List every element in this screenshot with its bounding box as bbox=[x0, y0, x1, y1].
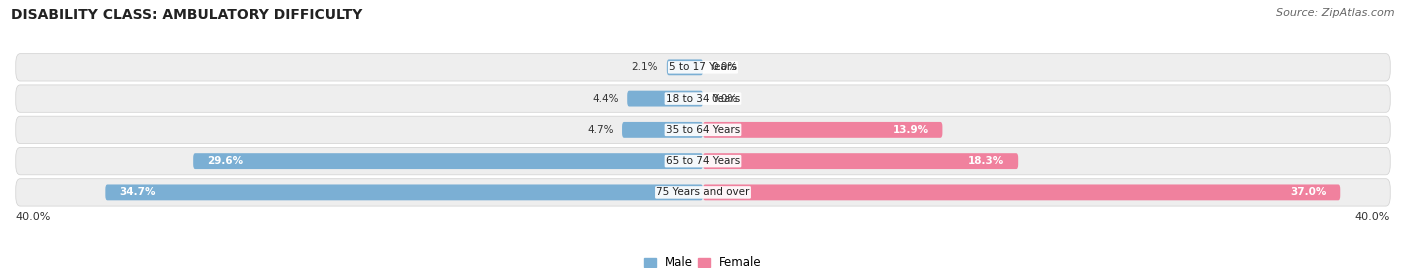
Text: DISABILITY CLASS: AMBULATORY DIFFICULTY: DISABILITY CLASS: AMBULATORY DIFFICULTY bbox=[11, 8, 363, 22]
FancyBboxPatch shape bbox=[703, 122, 942, 138]
FancyBboxPatch shape bbox=[193, 153, 703, 169]
Text: 0.0%: 0.0% bbox=[711, 62, 738, 72]
FancyBboxPatch shape bbox=[15, 116, 1391, 144]
Text: 4.7%: 4.7% bbox=[586, 125, 613, 135]
FancyBboxPatch shape bbox=[703, 153, 1018, 169]
FancyBboxPatch shape bbox=[15, 54, 1391, 81]
Text: 29.6%: 29.6% bbox=[207, 156, 243, 166]
Text: 18.3%: 18.3% bbox=[969, 156, 1004, 166]
FancyBboxPatch shape bbox=[627, 91, 703, 107]
FancyBboxPatch shape bbox=[15, 179, 1391, 206]
FancyBboxPatch shape bbox=[703, 184, 1340, 200]
FancyBboxPatch shape bbox=[15, 147, 1391, 175]
Text: 4.4%: 4.4% bbox=[592, 94, 619, 104]
Text: 18 to 34 Years: 18 to 34 Years bbox=[666, 94, 740, 104]
Text: 40.0%: 40.0% bbox=[15, 212, 51, 222]
Text: 37.0%: 37.0% bbox=[1291, 187, 1326, 198]
FancyBboxPatch shape bbox=[105, 184, 703, 200]
Text: 40.0%: 40.0% bbox=[1355, 212, 1391, 222]
Legend: Male, Female: Male, Female bbox=[640, 251, 766, 268]
FancyBboxPatch shape bbox=[621, 122, 703, 138]
Text: 35 to 64 Years: 35 to 64 Years bbox=[666, 125, 740, 135]
Text: 0.0%: 0.0% bbox=[711, 94, 738, 104]
Text: 2.1%: 2.1% bbox=[631, 62, 658, 72]
Text: 13.9%: 13.9% bbox=[893, 125, 928, 135]
FancyBboxPatch shape bbox=[15, 85, 1391, 112]
Text: 75 Years and over: 75 Years and over bbox=[657, 187, 749, 198]
FancyBboxPatch shape bbox=[666, 59, 703, 75]
Text: 65 to 74 Years: 65 to 74 Years bbox=[666, 156, 740, 166]
Text: Source: ZipAtlas.com: Source: ZipAtlas.com bbox=[1277, 8, 1395, 18]
Text: 34.7%: 34.7% bbox=[120, 187, 156, 198]
Text: 5 to 17 Years: 5 to 17 Years bbox=[669, 62, 737, 72]
